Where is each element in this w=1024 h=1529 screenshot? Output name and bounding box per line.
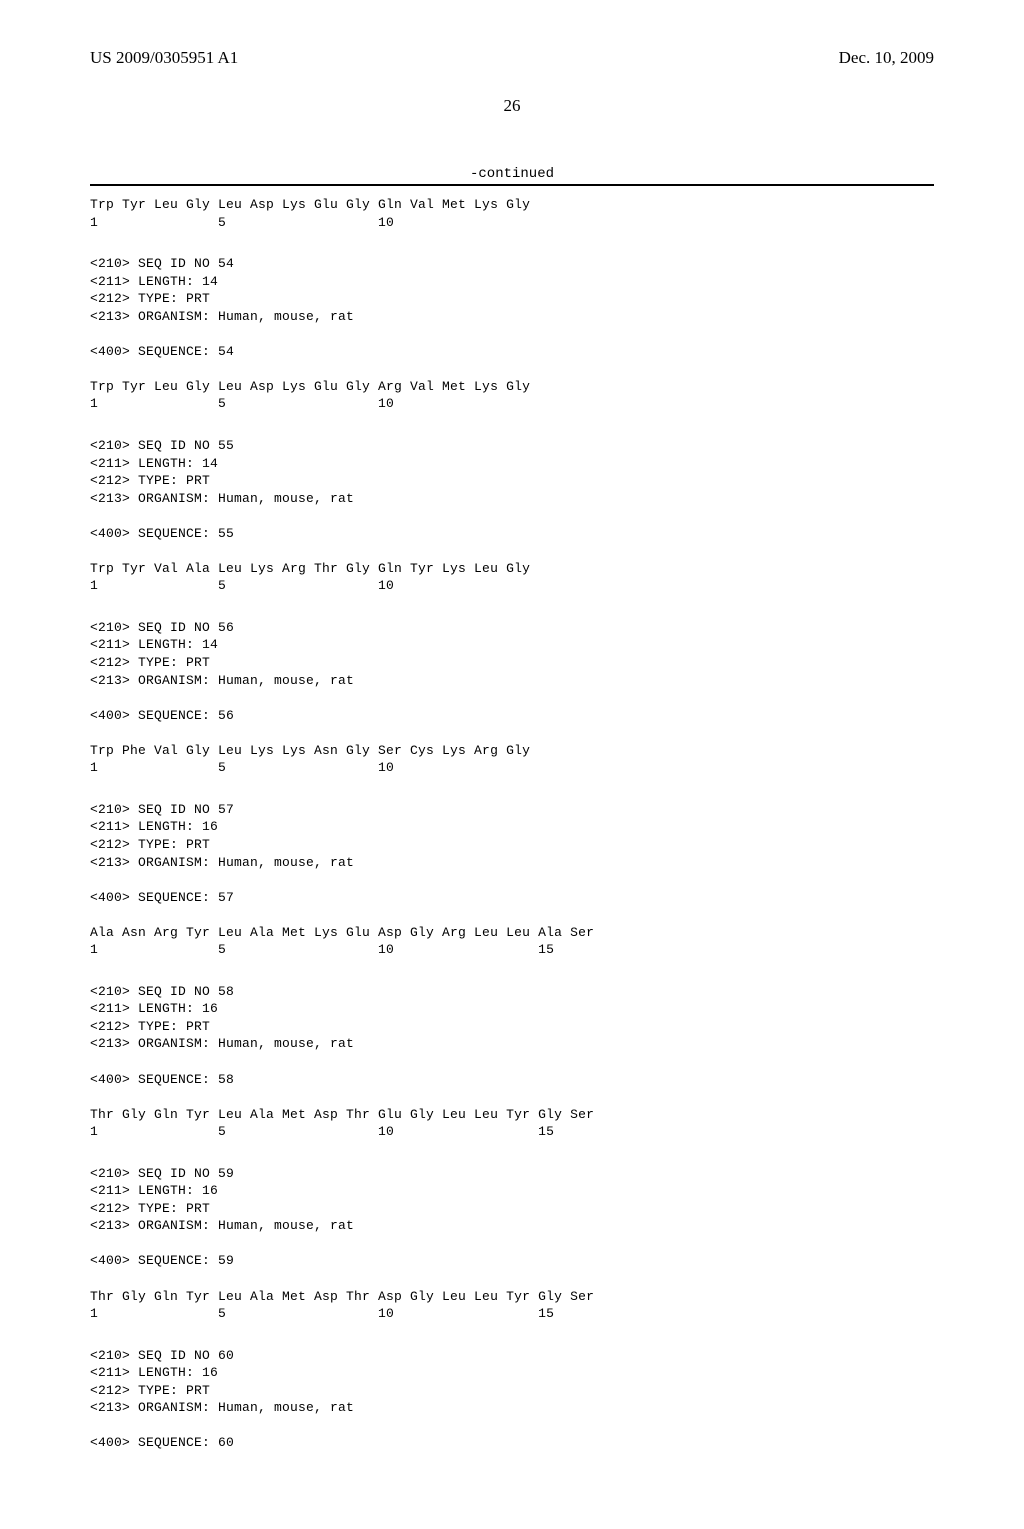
sequence-block: <210> SEQ ID NO 58 <211> LENGTH: 16 <212… bbox=[90, 983, 934, 1141]
sequence-block: Trp Tyr Leu Gly Leu Asp Lys Glu Gly Gln … bbox=[90, 196, 934, 231]
sequence-block: <210> SEQ ID NO 54 <211> LENGTH: 14 <212… bbox=[90, 255, 934, 413]
sequence-block: <210> SEQ ID NO 59 <211> LENGTH: 16 <212… bbox=[90, 1165, 934, 1323]
sequence-block: <210> SEQ ID NO 56 <211> LENGTH: 14 <212… bbox=[90, 619, 934, 777]
sequence-block: <210> SEQ ID NO 57 <211> LENGTH: 16 <212… bbox=[90, 801, 934, 959]
sequence-block: <210> SEQ ID NO 60 <211> LENGTH: 16 <212… bbox=[90, 1347, 934, 1470]
continued-label: -continued bbox=[90, 166, 934, 182]
document-header: US 2009/0305951 A1 Dec. 10, 2009 bbox=[90, 48, 934, 68]
sequence-listing: Trp Tyr Leu Gly Leu Asp Lys Glu Gly Gln … bbox=[90, 196, 934, 1469]
publication-number: US 2009/0305951 A1 bbox=[90, 48, 238, 68]
horizontal-rule bbox=[90, 184, 934, 186]
page-number: 26 bbox=[90, 96, 934, 116]
publication-date: Dec. 10, 2009 bbox=[839, 48, 934, 68]
sequence-block: <210> SEQ ID NO 55 <211> LENGTH: 14 <212… bbox=[90, 437, 934, 595]
